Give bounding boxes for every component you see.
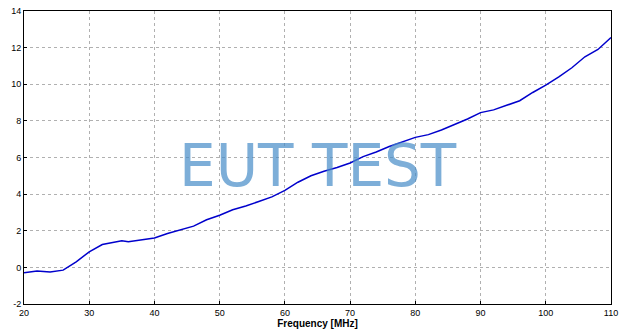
svg-text:EUT TEST: EUT TEST xyxy=(179,132,457,200)
svg-text:14: 14 xyxy=(11,6,21,16)
svg-text:110: 110 xyxy=(604,308,618,318)
svg-text:70: 70 xyxy=(345,308,355,318)
svg-text:60: 60 xyxy=(280,308,290,318)
svg-text:20: 20 xyxy=(19,308,29,318)
svg-text:30: 30 xyxy=(84,308,94,318)
svg-text:10: 10 xyxy=(11,79,21,89)
svg-text:0: 0 xyxy=(16,263,21,273)
svg-text:6: 6 xyxy=(16,153,21,163)
svg-text:40: 40 xyxy=(149,308,159,318)
svg-text:80: 80 xyxy=(410,308,420,318)
svg-text:12: 12 xyxy=(11,43,21,53)
svg-text:Frequency [MHz]: Frequency [MHz] xyxy=(277,318,358,329)
svg-text:-2: -2 xyxy=(13,299,21,309)
svg-text:8: 8 xyxy=(16,116,21,126)
svg-text:100: 100 xyxy=(538,308,553,318)
svg-text:2: 2 xyxy=(16,226,21,236)
svg-text:90: 90 xyxy=(476,308,486,318)
svg-text:4: 4 xyxy=(16,189,21,199)
svg-text:50: 50 xyxy=(215,308,225,318)
